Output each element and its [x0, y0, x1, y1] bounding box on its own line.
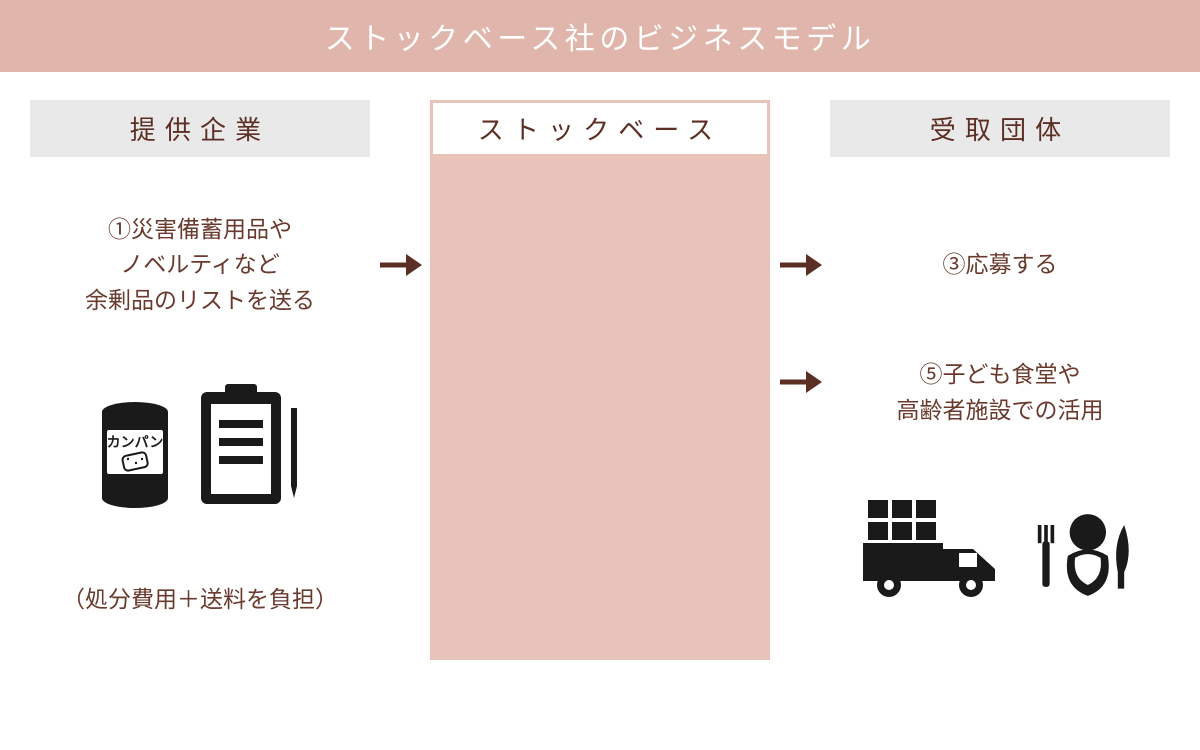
title-bar: ストックベース社のビジネスモデル [0, 0, 1200, 72]
step-1: ①災害備蓄用品やノベルティなど余剰品のリストを送る [30, 185, 370, 345]
receiver-icons [830, 535, 1170, 665]
arrow-4-to-5 [770, 345, 830, 535]
provider-icons: カンパン [30, 345, 370, 535]
arrow-1-to-2 [370, 185, 430, 345]
page-title: ストックベース社のビジネスモデル [325, 23, 876, 56]
svg-text:カンパン: カンパン [107, 434, 164, 450]
truck-icon [859, 495, 1019, 605]
footnote-left: （処分費用＋送料を負担） [30, 535, 370, 665]
person-eating-icon [1031, 505, 1141, 605]
col-header-receiver: 受取団体 [830, 100, 1170, 157]
arrow-2-to-3 [770, 185, 830, 345]
can-icon: カンパン [95, 400, 175, 510]
clipboard-icon [195, 380, 305, 510]
center-column-highlight [430, 100, 770, 660]
col-header-provider: 提供企業 [30, 100, 370, 157]
columns-grid: 提供企業 ストックベース 受取団体 ①災害備蓄用品やノベルティなど余剰品のリスト… [0, 100, 1200, 665]
col-header-stockbase: ストックベース [430, 100, 770, 157]
step-3: ③応募する [830, 185, 1170, 345]
